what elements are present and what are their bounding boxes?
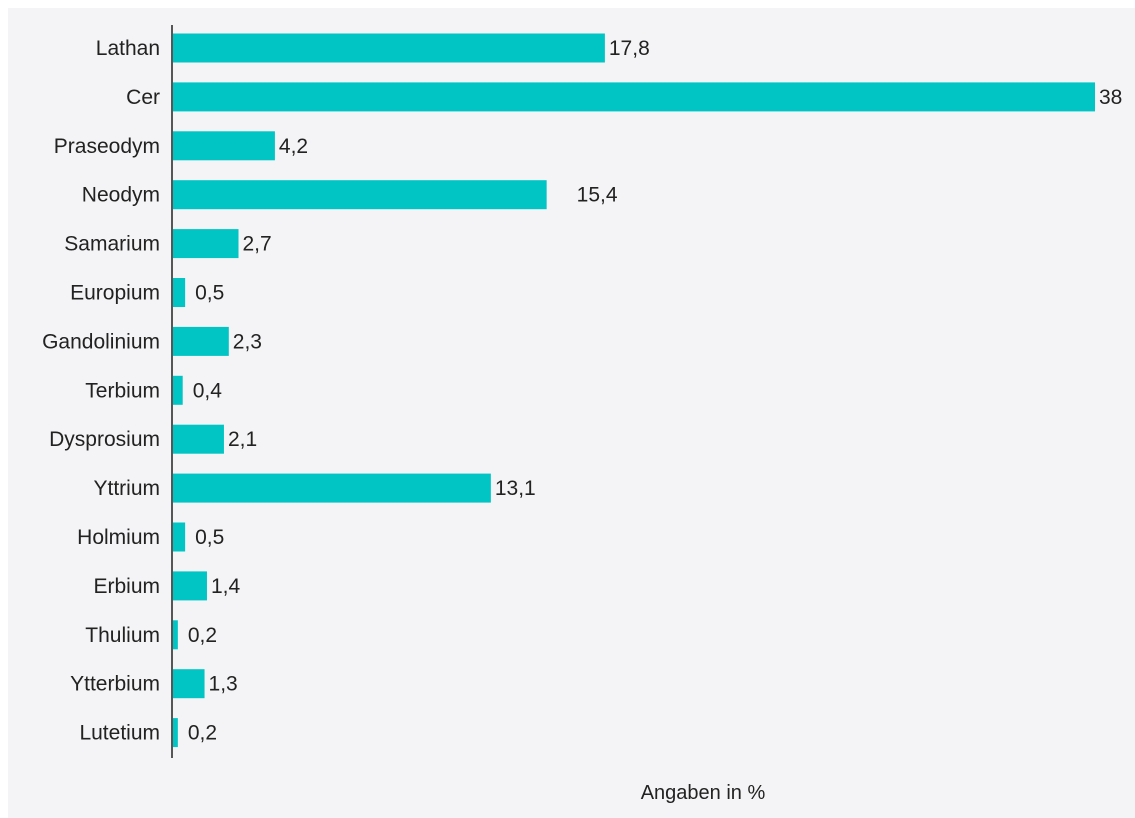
bar-ytterbium [173,669,205,699]
bar-dysprosium [173,424,224,454]
bar-erbium [173,571,207,601]
value-label-lathan: 17,8 [609,37,650,60]
value-label-erbium: 1,4 [211,575,241,598]
category-label-terbium: Terbium [85,379,160,402]
value-label-terbium: 0,4 [193,379,223,402]
bar-yttrium [173,473,491,503]
bars-group [173,33,1095,748]
bar-lutetium [173,718,178,748]
value-label-gandolinium: 2,3 [233,330,262,353]
category-label-cer: Cer [126,86,160,109]
bar-cer [173,82,1095,112]
value-label-praseodym: 4,2 [279,135,308,158]
value-label-samarium: 2,7 [243,233,272,256]
value-label-yttrium: 13,1 [495,477,536,500]
category-label-holmium: Holmium [77,526,160,549]
category-label-lathan: Lathan [96,37,160,60]
category-label-neodym: Neodym [82,184,160,207]
value-label-neodym: 15,4 [577,184,618,207]
category-label-erbium: Erbium [93,575,160,598]
bar-lathan [173,33,605,63]
value-label-europium: 0,5 [195,282,224,305]
category-label-ytterbium: Ytterbium [70,673,160,696]
category-label-yttrium: Yttrium [93,477,160,500]
category-label-lutetium: Lutetium [79,722,160,745]
value-label-dysprosium: 2,1 [228,428,257,451]
value-label-ytterbium: 1,3 [209,673,238,696]
bar-thulium [173,620,178,650]
category-label-dysprosium: Dysprosium [49,428,160,451]
bar-europium [173,278,186,307]
bar-neodym [173,180,547,210]
category-label-gandolinium: Gandolinium [42,330,160,353]
category-labels-group: Lathan Cer Praseodym Neodym Samarium Europium… [42,37,160,745]
bar-samarium [173,229,239,259]
category-label-samarium: Samarium [64,233,160,256]
value-label-cer: 38 [1099,86,1122,109]
category-label-europium: Europium [70,282,160,305]
value-label-holmium: 0,5 [195,526,224,549]
bar-gandolinium [173,326,229,356]
category-label-thulium: Thulium [85,624,160,647]
value-labels-group: 17,8 38 4,2 15,4 2,7 0,5 2,3 0,4 2,1 13,1 0,5 1,4 0,… [188,37,1123,745]
category-label-praseodym: Praseodym [54,135,160,158]
bar-praseodym [173,131,275,161]
unit-note: Angaben in % [641,782,766,804]
bar-holmium [173,522,186,552]
value-label-thulium: 0,2 [188,624,217,647]
bar-terbium [173,375,183,405]
value-label-lutetium: 0,2 [188,722,217,745]
